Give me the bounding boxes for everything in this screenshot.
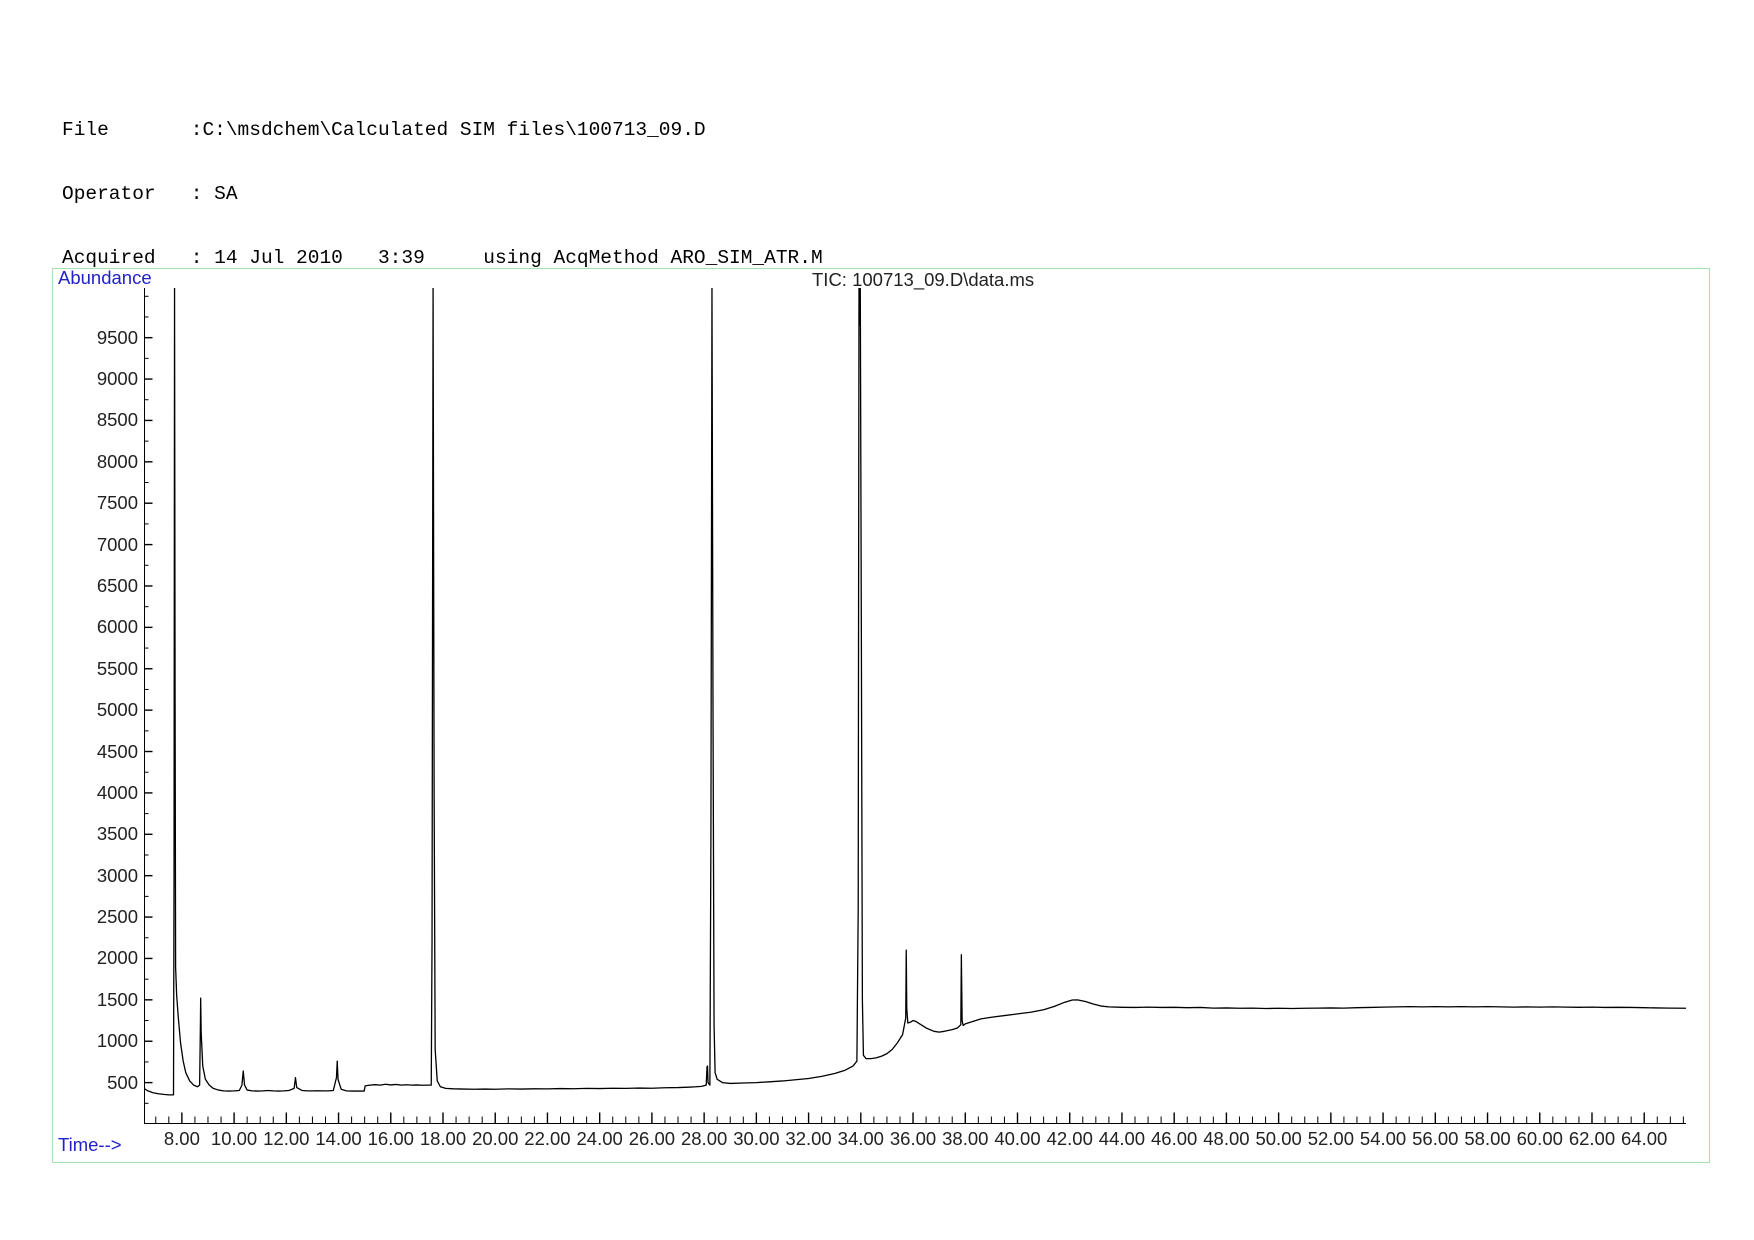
y-tick-label: 7500 [96,492,138,514]
file-label: File [62,119,109,142]
y-tick-label: 4500 [96,740,138,762]
chart-title: TIC: 100713_09.D\data.ms [812,269,1035,290]
x-tick-label: 20.00 [472,1128,519,1149]
x-axis-title: Time--> [58,1134,122,1155]
x-tick-label: 38.00 [942,1128,989,1149]
y-tick-label: 9500 [96,326,138,348]
y-tick-label: 1000 [96,1030,138,1052]
header-row-operator: Operator : SA [62,183,238,206]
x-tick-label: 14.00 [315,1128,362,1149]
x-tick-label: 22.00 [524,1128,571,1149]
chromatogram-frame [52,268,1710,1163]
x-tick-label: 58.00 [1464,1128,1511,1149]
x-tick-label: 24.00 [576,1128,623,1149]
x-tick-label: 56.00 [1412,1128,1459,1149]
x-tick-label: 18.00 [419,1128,467,1149]
x-tick-label: 10.00 [210,1128,258,1149]
x-tick-label: 28.00 [680,1128,728,1149]
x-tick-label: 36.00 [889,1128,937,1149]
y-tick-label: 2500 [96,906,138,928]
x-tick-label: 52.00 [1307,1128,1354,1149]
x-tick-label: 32.00 [785,1128,832,1149]
acquired-label: Acquired [62,246,156,269]
x-tick-label: 48.00 [1203,1128,1250,1149]
axis-lines [144,288,1686,1124]
plot-area [144,288,1686,1124]
y-tick-label: 1500 [96,988,138,1010]
y-tick-label: 4000 [96,781,138,803]
y-tick-label: 3500 [96,823,138,845]
y-axis-tick-labels: 500 1000 1500 2000 2500 3000 3500 4000 4500 5000 5… [0,288,138,1124]
y-tick-label: 6000 [96,616,138,638]
x-tick-label: 12.00 [263,1128,310,1149]
y-tick-label: 8500 [96,409,138,431]
chromatogram-trace [144,288,1686,1124]
x-tick-label: 64.00 [1621,1128,1668,1149]
tic-trace-path [144,288,1686,1096]
x-tick-label: 16.00 [367,1128,414,1149]
x-tick-label: 60.00 [1516,1128,1563,1149]
y-tick-label: 9000 [96,368,138,390]
y-tick-label: 500 [107,1071,138,1093]
x-tick-label: 44.00 [1098,1128,1146,1149]
y-tick-label: 5000 [96,699,138,721]
x-tick-label: 62.00 [1568,1128,1616,1149]
x-tick-label: 30.00 [733,1128,780,1149]
x-tick-label: 8.00 [163,1128,200,1149]
x-axis-tick-labels: 8.00 10.00 12.00 14.00 16.00 18.00 20.00 22.00 2… [144,1128,1686,1158]
operator-label: Operator [62,183,156,206]
x-tick-label: 40.00 [994,1128,1041,1149]
x-tick-label: 46.00 [1151,1128,1198,1149]
y-tick-label: 6500 [96,574,138,596]
x-tick-label: 42.00 [1046,1128,1093,1149]
y-tick-label: 7000 [96,533,138,555]
x-tick-label: 26.00 [628,1128,676,1149]
x-tick-label: 34.00 [837,1128,884,1149]
x-tick-label: 54.00 [1359,1128,1407,1149]
header-row-file: File :C:\msdchem\Calculated SIM files\10… [62,119,706,142]
file-value: C:\msdchem\Calculated SIM files\100713_0… [202,119,706,142]
header-row-acquired: Acquired : 14 Jul 2010 3:39 using AcqMet… [62,246,823,269]
acquired-value: 14 Jul 2010 3:39 using AcqMethod ARO_SIM… [214,246,823,269]
operator-value: SA [214,183,238,206]
y-tick-label: 8000 [96,450,138,472]
x-tick-label: 50.00 [1255,1128,1302,1149]
y-axis-title: Abundance [58,267,152,288]
y-tick-label: 5500 [96,657,138,679]
y-tick-label: 2000 [96,947,138,969]
y-tick-label: 3000 [96,864,138,886]
